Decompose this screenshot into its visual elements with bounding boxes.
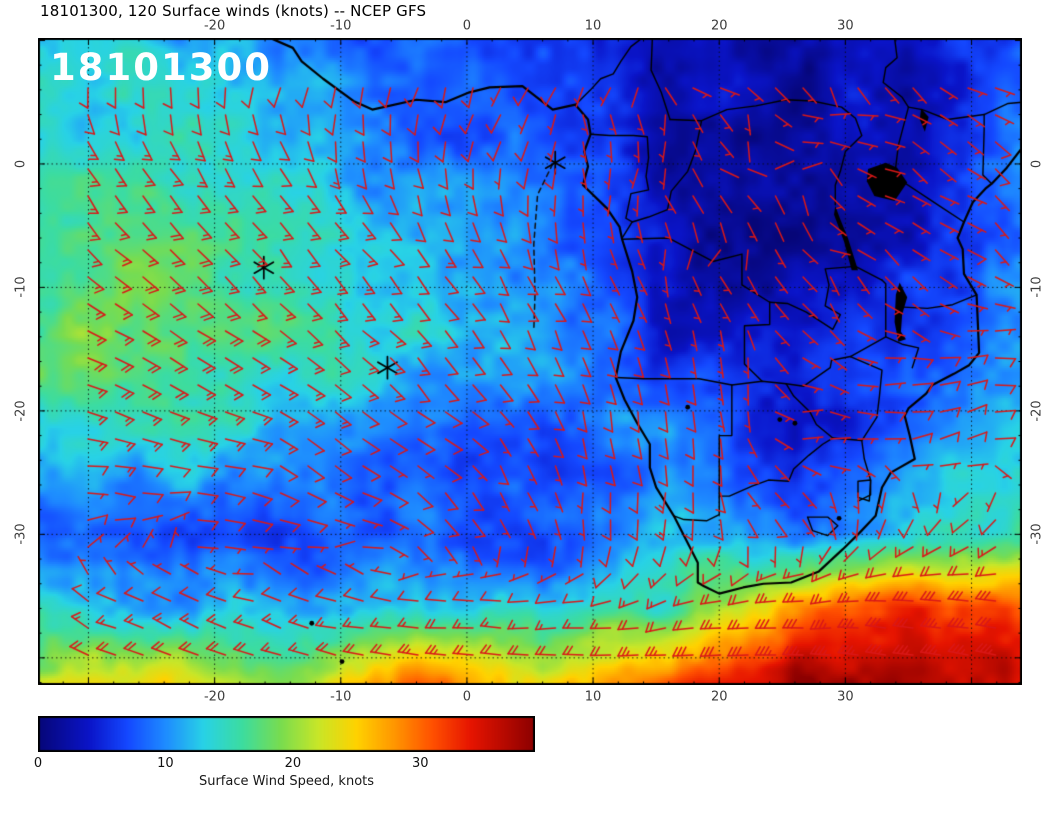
- lat-tick-label-left: -10: [13, 276, 29, 299]
- lon-tick-label-top: -10: [330, 18, 352, 34]
- lon-tick-label-top: -20: [203, 18, 226, 34]
- colorbar-tick-label: 0: [33, 756, 43, 771]
- wind-field-canvas: [38, 38, 1022, 685]
- colorbar-tick-label: 30: [412, 756, 429, 771]
- map-plot-area: 18101300: [38, 38, 1022, 685]
- run-timestamp-overlay: 18101300: [50, 46, 272, 89]
- colorbar-caption: Surface Wind Speed, knots: [198, 774, 375, 789]
- lon-tick-label-top: 0: [462, 18, 472, 34]
- colorbar-tick-label: 20: [284, 756, 302, 771]
- lon-tick-label-bottom: -10: [330, 689, 352, 705]
- lon-tick-label-bottom: 20: [710, 689, 728, 705]
- lat-tick-label-right: -20: [1029, 400, 1045, 422]
- lon-tick-label-top: 20: [710, 18, 728, 34]
- colorbar: 0 10 20 30 Surface Wind Speed, knots: [34, 716, 535, 806]
- lon-tick-label-bottom: 30: [837, 689, 854, 705]
- lat-tick-label-left: -30: [13, 523, 29, 545]
- lat-tick-label-right: -10: [1029, 276, 1045, 299]
- lon-tick-label-top: 10: [584, 18, 602, 34]
- lat-tick-label-left: -20: [13, 400, 29, 422]
- lon-tick-label-top: 30: [837, 18, 854, 34]
- colorbar-tick-label: 10: [157, 756, 174, 771]
- lon-tick-label-bottom: 10: [584, 689, 602, 705]
- lon-tick-label-bottom: 0: [462, 689, 472, 705]
- lat-tick-label-left: 0: [13, 159, 29, 169]
- lat-tick-label-right: 0: [1029, 159, 1045, 169]
- lat-tick-label-right: -30: [1029, 523, 1045, 545]
- figure-title: 18101300, 120 Surface winds (knots) -- N…: [40, 2, 427, 20]
- lon-tick-label-bottom: -20: [203, 689, 226, 705]
- colorbar-gradient: [38, 716, 535, 752]
